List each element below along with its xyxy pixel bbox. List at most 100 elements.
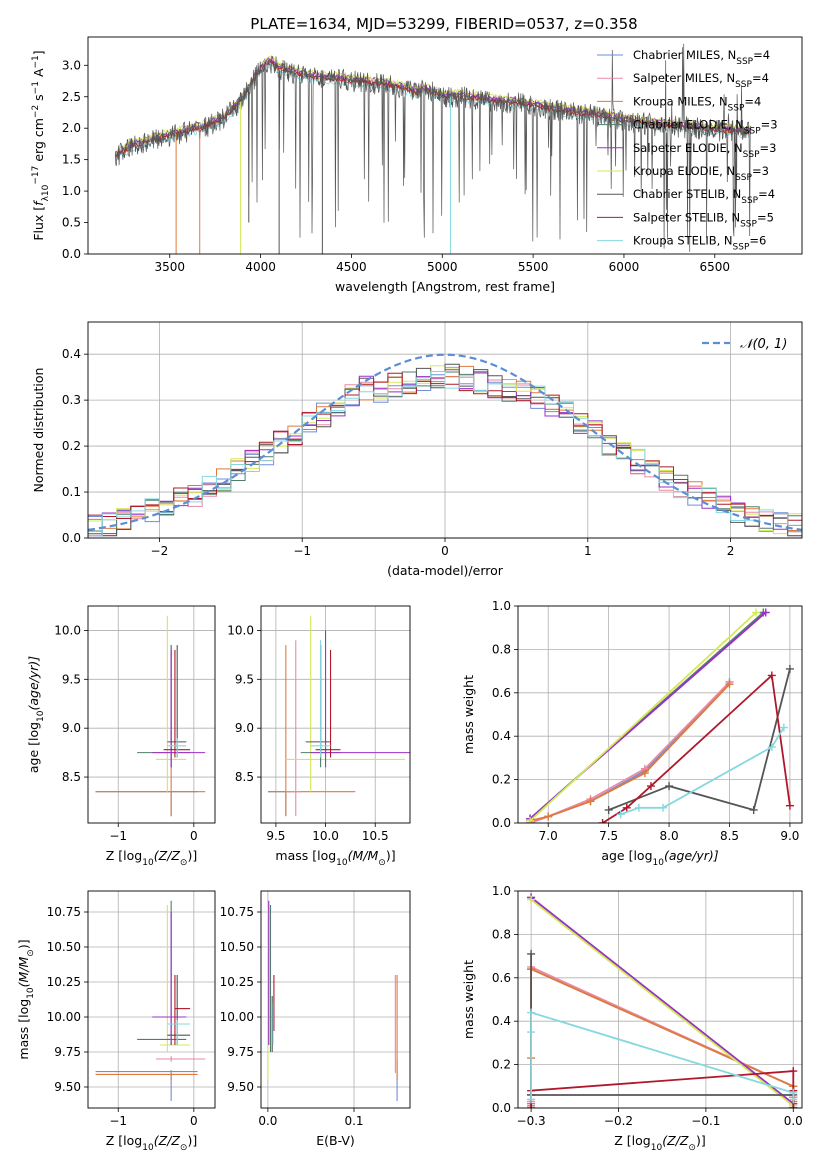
spectrum-xtick-label: 4000 (245, 260, 276, 274)
age_vs_Z-ylabel: age [log10(age/yr)] (26, 656, 46, 773)
series-marker-kroupa_stelib (767, 743, 776, 752)
series-marker-kroupa_elodie (527, 895, 536, 904)
spectrum-ylabel-part: s (31, 94, 46, 105)
legend-label-kroupa_miles-part: SSP (728, 103, 745, 113)
mass_vs_ebv-xtick-label: 0.0 (258, 1114, 277, 1128)
weight_vs_age-xlabel-part: 10 (653, 858, 665, 868)
weight_vs_age-xtick-label: 9.0 (780, 829, 799, 843)
series-marker-salpeter_stelib (622, 803, 631, 812)
mass_vs_ebv-ytick-label: 9.75 (227, 1045, 254, 1059)
mass_vs_Z-xlabel-part: (Z/Z (154, 1133, 181, 1148)
mass_vs_ebv-errorbars (267, 900, 398, 1101)
residuals-xlabel: (data-model)/error (387, 563, 504, 578)
legend-label-chabrier_miles-part: =4 (753, 48, 770, 62)
age_vs_mass-xlabel-part: (M/M (348, 848, 379, 863)
spectrum-ylabel-part: A (31, 68, 46, 81)
legend-label-salpeter_elodie-part: Salpeter ELODIE, N (633, 141, 743, 155)
spectrum-ylabel-part: ] (31, 50, 46, 55)
legend-label-salpeter_elodie-part: =3 (760, 141, 777, 155)
spectrum-lines (114, 43, 752, 254)
spectrum-ytick-label: 3.0 (62, 58, 81, 72)
series-marker-kroupa_stelib (659, 803, 668, 812)
series-line-kroupa_elodie (529, 611, 757, 822)
spectrum-observed (114, 43, 752, 252)
residuals-ytick-label: 0.1 (62, 485, 81, 499)
mass_vs_Z-ytick-label: 10.75 (47, 905, 81, 919)
age_vs_Z-ytick-label: 10.0 (54, 623, 81, 637)
weight_vs_age-ytick-label: 0.6 (492, 686, 511, 700)
residuals-ytick-label: 0.4 (62, 347, 81, 361)
legend-label-kroupa_miles-part: Kroupa MILES, N (633, 94, 728, 108)
series-marker-kroupa_stelib (527, 1028, 536, 1037)
weight_vs_age-xlabel-part: age [log (601, 848, 652, 863)
spectrum-frame (87, 36, 803, 255)
legend-label-kroupa_stelib-part: Kroupa STELIB, N (633, 234, 733, 248)
mass_vs_ebv-xtick-label: 0.1 (344, 1114, 363, 1128)
legend-label-salpeter_stelib-part: =5 (757, 210, 774, 224)
age_vs_Z-xlabel-part: Z [log (106, 848, 142, 863)
series-marker-salpeter_stelib (527, 1104, 536, 1108)
age_vs_mass-xlabel-part: )] (386, 848, 396, 863)
legend-label-salpeter_stelib: Salpeter STELIB, NSSP=5 (633, 210, 774, 229)
legend-label-chabrier_miles-part: Chabrier MILES, N (633, 48, 736, 62)
series-marker-kroupa_stelib (527, 1008, 536, 1017)
weight_vs_age-xtick-label: 7.0 (539, 829, 558, 843)
legend-label-kroupa_elodie-part: SSP (735, 173, 752, 183)
mass_vs_Z-ylabel-part: ⊙ (26, 949, 36, 957)
residuals-ytick-label: 0.0 (62, 531, 81, 545)
spectrum-model-salpeter_stelib (115, 60, 752, 158)
mass_vs_Z-xlabel-part: 10 (142, 1143, 154, 1153)
legend-label-chabrier_stelib-part: Chabrier STELIB, N (633, 187, 741, 201)
mass_vs_ebv-frame (260, 890, 411, 1109)
series-marker-chabrier_stelib (665, 782, 674, 791)
mass_vs_ebv-xlabel: E(B-V) (316, 1133, 355, 1148)
legend-label-kroupa_stelib: Kroupa STELIB, NSSP=6 (633, 234, 766, 253)
mass_vs_Z-xlabel-part: )] (187, 1133, 197, 1148)
weight_vs_age-xlabel: age [log10(age/yr)] (601, 848, 718, 868)
age_vs_Z-xtick-label: −1 (109, 829, 127, 843)
mass_vs_ebv-ytick-label: 10.25 (220, 975, 254, 989)
spectrum-ylabel-part: Flux [ (31, 206, 46, 241)
mass_vs_Z-ylabel-part: 10 (26, 987, 36, 999)
weight_vs_age-xtick-label: 8.0 (660, 829, 679, 843)
age_vs_Z-ylabel-part: (age/yr)] (26, 656, 41, 711)
weight_vs_Z-xlabel: Z [log10(Z/Z⊙)] (614, 1133, 705, 1153)
spectrum-ytick-label: 2.5 (62, 90, 81, 104)
spectrum-ylabel-part: −17 (31, 166, 41, 185)
spectrum-xtick-label: 6000 (609, 260, 640, 274)
spectrum-xtick-label: 5500 (518, 260, 549, 274)
histogram-kroupa_elodie (88, 365, 802, 537)
legend-label-kroupa_elodie: Kroupa ELODIE, NSSP=3 (633, 164, 769, 183)
age_vs_Z-xlabel-part: 10 (142, 858, 154, 868)
series-marker-salpeter_stelib (598, 819, 607, 823)
weight_vs_Z-xtick-label: −0.3 (517, 1114, 546, 1128)
legend-label-salpeter_miles-part: =4 (752, 71, 769, 85)
mass_vs_Z-ylabel-part: (M/M (16, 957, 31, 988)
age_vs_mass-xlabel-part: mass [log (275, 848, 336, 863)
mass_vs_Z-xtick-label: 0 (190, 1114, 198, 1128)
mass_vs_Z-errorbars (95, 900, 206, 1101)
mass_vs_Z-ytick-label: 10.00 (47, 1010, 81, 1024)
series-marker-salpeter_stelib (789, 1104, 798, 1108)
legend-label-salpeter_miles-part: Salpeter MILES, N (633, 71, 735, 85)
series-marker-salpeter_elodie (761, 608, 770, 617)
series-line-kroupa_elodie (530, 898, 794, 1107)
age_vs_Z-xlabel-part: )] (187, 848, 197, 863)
weight_vs_Z-ytick-label: 0.0 (492, 1101, 511, 1115)
age_vs_Z-xlabel: Z [log10(Z/Z⊙)] (106, 848, 197, 868)
legend-label-chabrier_elodie-part: Chabrier ELODIE, N (633, 118, 744, 132)
weight_vs_age-xlabel-part: (age/yr)] (664, 848, 719, 863)
weight_vs_Z-ytick-label: 0.8 (492, 927, 511, 941)
legend-label-kroupa_stelib-part: SSP (733, 243, 750, 253)
age_vs_mass-xlabel-part: ⊙ (378, 858, 386, 868)
spectrum-xlabel: wavelength [Angstrom, rest frame] (335, 279, 555, 294)
spectrum-ylabel-part: 10 (41, 184, 51, 196)
series-marker-chabrier_stelib (527, 949, 536, 958)
weight_vs_age-xtick-label: 8.5 (720, 829, 739, 843)
weight_vs_Z-frame (517, 890, 803, 1109)
weight_vs_Z-xtick-label: −0.1 (691, 1114, 720, 1128)
spectrum-ytick-label: 0.0 (62, 247, 81, 261)
spectrum-ylabel-part: f (31, 200, 46, 206)
mass_vs_Z-ylabel-part: )] (16, 939, 31, 949)
